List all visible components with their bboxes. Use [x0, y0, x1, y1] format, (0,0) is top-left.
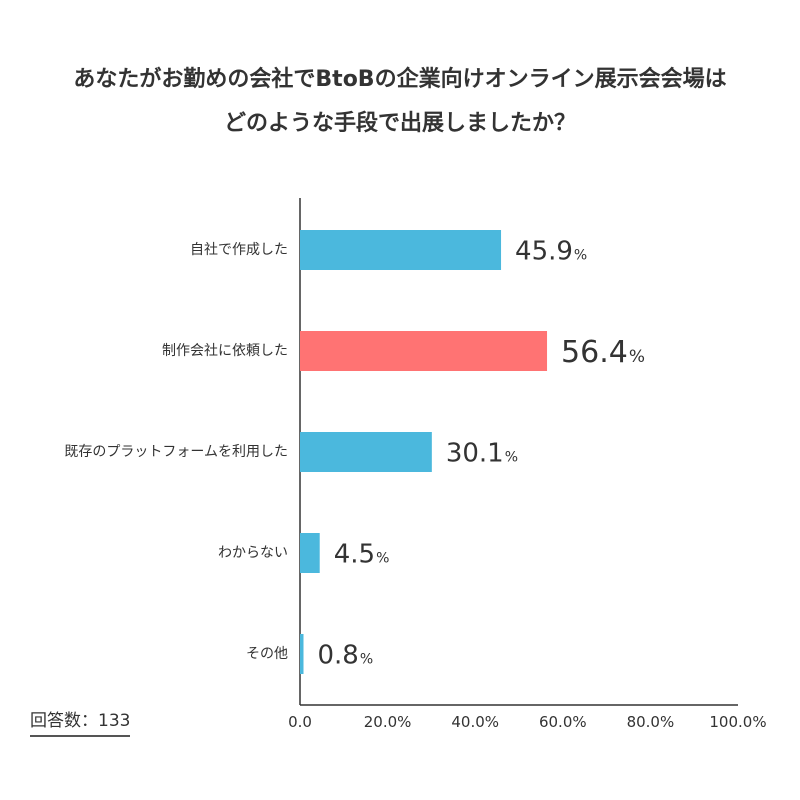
- data-label: 56.4%: [561, 335, 645, 370]
- data-label: 45.9%: [515, 236, 587, 266]
- data-label: 4.5%: [334, 539, 390, 569]
- chart-title-line-2: どのような手段で出展しましたか？: [223, 111, 576, 136]
- x-tick-label: 80.0%: [627, 713, 675, 731]
- bar: [300, 634, 304, 674]
- x-tick-label: 60.0%: [539, 713, 587, 731]
- bar: [300, 533, 320, 573]
- x-tick-label: 0.0: [288, 713, 312, 731]
- x-tick-label: 20.0%: [364, 713, 412, 731]
- category-label: 自社で作成した: [190, 242, 288, 258]
- data-label: 0.8%: [318, 640, 374, 670]
- bar-highlighted: [300, 331, 548, 371]
- data-label: 30.1%: [446, 438, 518, 468]
- category-label: わからない: [218, 545, 288, 561]
- chart-title: あなたがお勤めの会社でBtoBの企業向けオンライン展示会会場は どのような手段で…: [0, 58, 800, 146]
- category-label: その他: [246, 646, 288, 662]
- bar: [300, 230, 502, 270]
- chart-title-line-1: あなたがお勤めの会社でBtoBの企業向けオンライン展示会会場は: [73, 67, 727, 92]
- x-tick-label: 100.0%: [709, 713, 766, 731]
- category-label: 既存のプラットフォームを利用した: [64, 444, 288, 460]
- x-tick-label: 40.0%: [451, 713, 499, 731]
- category-label: 制作会社に依頼した: [162, 343, 288, 359]
- respondent-count: 回答数：133: [30, 706, 131, 737]
- bar: [300, 432, 432, 472]
